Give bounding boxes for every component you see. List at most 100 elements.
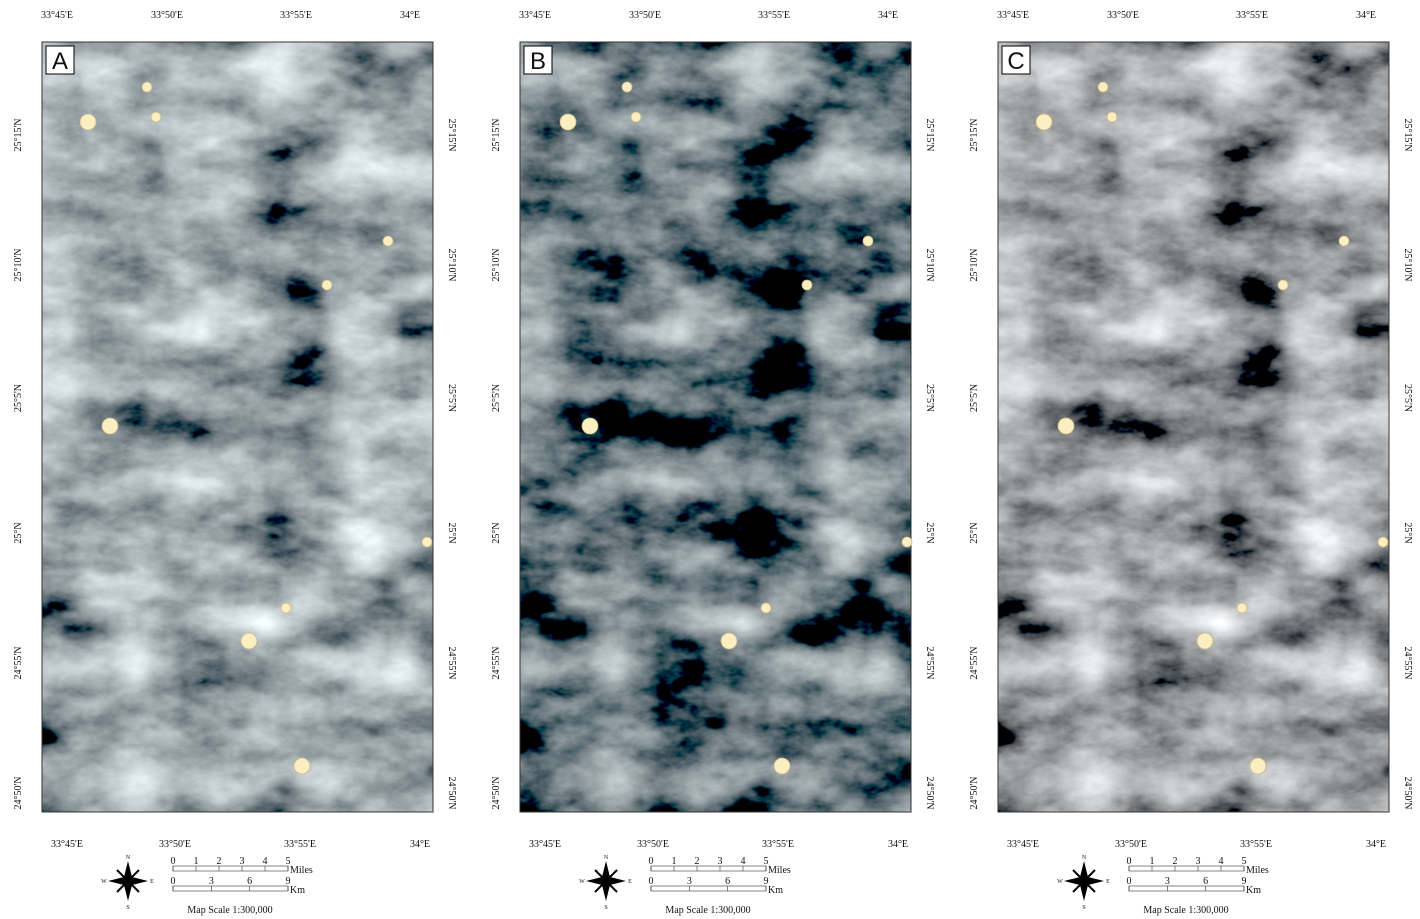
compass-letter: N: [126, 855, 131, 861]
map-image: [42, 42, 433, 812]
longitude-label: 34°E: [888, 839, 908, 850]
longitude-label: 34°E: [878, 10, 898, 21]
longitude-label: 33°45'E: [529, 839, 561, 850]
scale-label: 3: [240, 856, 245, 867]
site-marker: [622, 82, 632, 92]
latitude-label: 25°10'N: [13, 248, 24, 281]
site-marker: [582, 418, 598, 434]
miles-bar: [1129, 866, 1244, 871]
latitude-label: 24°50'N: [446, 776, 457, 809]
latitude-label: 25°15'N: [491, 118, 502, 151]
longitude-label: 33°50'E: [629, 10, 661, 21]
scale-label: 1: [194, 856, 199, 867]
compass-letter: E: [1106, 879, 1110, 885]
site-marker: [1107, 112, 1117, 122]
site-marker: [294, 758, 310, 774]
longitude-label: 33°45'E: [519, 10, 551, 21]
scale-unit: Miles: [768, 865, 791, 876]
longitude-label: 34°E: [1356, 10, 1376, 21]
compass-letter: W: [101, 879, 107, 885]
map-panel: A 33°45'E 33°45'E 33°50'E 33°50'E 33°55'E 33°5…: [13, 10, 457, 916]
site-marker: [151, 112, 161, 122]
scale-label: 0: [171, 876, 176, 887]
latitude-label: 24°50'N: [1402, 776, 1413, 809]
site-marker: [1098, 82, 1108, 92]
compass-letter: E: [150, 879, 154, 885]
scale-label: 6: [1203, 876, 1208, 887]
latitude-label: 25°10'N: [446, 248, 457, 281]
scale-label: 0: [171, 856, 176, 867]
latitude-label: 24°50'N: [491, 776, 502, 809]
scale-unit: Miles: [290, 865, 313, 876]
panel-label: B: [530, 48, 546, 75]
compass-letter: S: [126, 905, 129, 911]
figure: A 33°45'E 33°45'E 33°50'E 33°50'E 33°55'E 33°5…: [0, 0, 1420, 919]
scale-label: 4: [1219, 856, 1224, 867]
latitude-label: 25°10'N: [969, 248, 980, 281]
longitude-label: 33°50'E: [159, 839, 191, 850]
longitude-label: 33°55'E: [284, 839, 316, 850]
longitude-label: 33°55'E: [280, 10, 312, 21]
latitude-label: 25°10'N: [1402, 248, 1413, 281]
latitude-label: 25°N: [13, 522, 24, 543]
site-marker: [142, 82, 152, 92]
latitude-label: 25°N: [446, 522, 457, 543]
latitude-label: 25°15'N: [924, 118, 935, 151]
longitude-label: 33°50'E: [151, 10, 183, 21]
map-panel: B 33°45'E 33°45'E 33°50'E 33°50'E 33°55'E 33°5…: [491, 10, 935, 916]
site-marker: [1339, 236, 1349, 246]
scale-label: 0: [649, 876, 654, 887]
compass-letter: E: [628, 879, 632, 885]
map-panel: C33°45'E33°45'E33°50'E33°50'E33°55'E33°5…: [969, 10, 1413, 916]
scale-label: 3: [718, 856, 723, 867]
km-bar: [1129, 886, 1244, 891]
longitude-label: 34°E: [410, 839, 430, 850]
scale-label: 4: [741, 856, 746, 867]
longitude-label: 33°45'E: [51, 839, 83, 850]
scale-label: 0: [649, 856, 654, 867]
scale-label: 3: [687, 876, 692, 887]
latitude-label: 25°N: [924, 522, 935, 543]
latitude-label: 25°5'N: [491, 384, 502, 412]
scale-label: 0: [1127, 856, 1132, 867]
latitude-label: 24°50'N: [13, 776, 24, 809]
latitude-label: 25°N: [491, 522, 502, 543]
latitude-label: 25°15'N: [969, 118, 980, 151]
compass-letter: S: [1082, 905, 1085, 911]
latitude-label: 25°5'N: [969, 384, 980, 412]
scale-label: 6: [247, 876, 252, 887]
latitude-label: 25°10'N: [491, 248, 502, 281]
longitude-label: 33°55'E: [758, 10, 790, 21]
site-marker: [802, 280, 812, 290]
site-marker: [1237, 603, 1247, 613]
map-image: [520, 42, 911, 812]
miles-bar: [651, 866, 766, 871]
scale-label: 2: [217, 856, 222, 867]
site-marker: [631, 112, 641, 122]
scale-label: 3: [209, 876, 214, 887]
compass-letter: W: [1057, 879, 1063, 885]
site-marker: [1278, 280, 1288, 290]
scale-unit: Miles: [1246, 865, 1269, 876]
map-scale-text: Map Scale 1:300,000: [187, 905, 272, 916]
longitude-label: 34°E: [400, 10, 420, 21]
scale-label: 0: [1127, 876, 1132, 887]
scale-unit: Km: [1246, 885, 1261, 896]
site-marker: [281, 603, 291, 613]
scale-unit: Km: [768, 885, 783, 896]
scale-label: 1: [1150, 856, 1155, 867]
longitude-label: 34°E: [1366, 839, 1386, 850]
panel-label: A: [52, 48, 68, 75]
map-scale-text: Map Scale 1:300,000: [1143, 905, 1228, 916]
latitude-label: 24°55'N: [969, 646, 980, 679]
longitude-label: 33°55'E: [762, 839, 794, 850]
scale-unit: Km: [290, 885, 305, 896]
latitude-label: 24°55'N: [924, 646, 935, 679]
compass-letter: S: [604, 905, 607, 911]
site-marker: [1197, 633, 1213, 649]
longitude-label: 33°45'E: [41, 10, 73, 21]
longitude-label: 33°50'E: [637, 839, 669, 850]
site-marker: [721, 633, 737, 649]
site-marker: [774, 758, 790, 774]
longitude-label: 33°50'E: [1107, 10, 1139, 21]
